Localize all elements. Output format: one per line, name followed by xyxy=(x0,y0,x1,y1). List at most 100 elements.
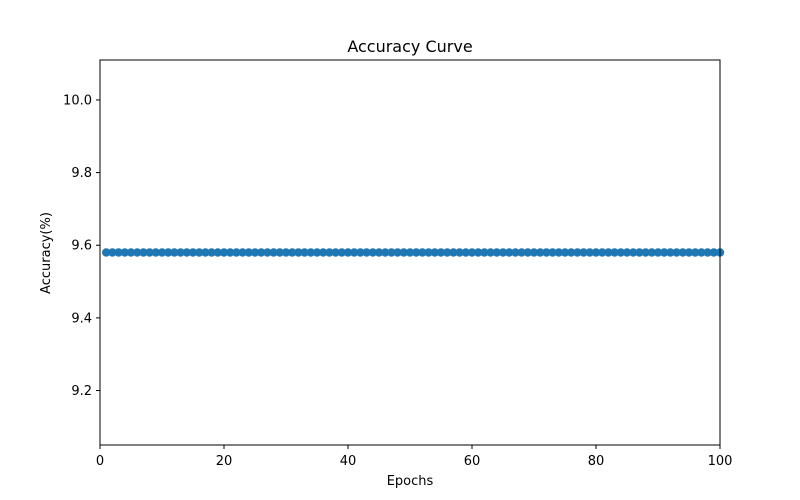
data-point xyxy=(139,248,148,257)
data-point xyxy=(331,248,340,257)
data-point xyxy=(337,248,346,257)
data-point xyxy=(151,248,160,257)
plot-frame xyxy=(99,59,721,446)
data-point xyxy=(405,248,415,257)
data-point xyxy=(188,248,198,257)
data-point xyxy=(126,248,136,257)
x-tick-label: 60 xyxy=(464,454,481,469)
data-point xyxy=(666,248,675,257)
data-point xyxy=(257,248,266,257)
data-point xyxy=(182,248,191,257)
data-point xyxy=(325,248,334,257)
data-point xyxy=(424,248,433,257)
data-point xyxy=(443,248,452,257)
data-point xyxy=(201,248,210,257)
data-point xyxy=(647,248,656,257)
data-point xyxy=(343,248,353,257)
y-tick-label: 9.8 xyxy=(71,166,92,181)
data-point xyxy=(554,248,563,257)
data-point xyxy=(467,248,477,257)
data-point xyxy=(598,248,607,257)
x-axis-label: Epochs xyxy=(387,474,434,489)
data-point xyxy=(622,248,632,257)
data-point xyxy=(703,248,712,257)
y-axis-ticks: 9.2 9.4 9.6 9.8 10.0 xyxy=(63,93,100,399)
data-point xyxy=(536,248,545,257)
data-point xyxy=(374,248,384,257)
data-point xyxy=(678,248,687,257)
data-point xyxy=(604,248,613,257)
data-point xyxy=(238,248,247,257)
data-point xyxy=(232,248,241,257)
data-point xyxy=(157,248,167,257)
data-point xyxy=(480,248,489,257)
data-point xyxy=(281,248,291,257)
data-point xyxy=(505,248,514,257)
data-point xyxy=(195,248,204,257)
data-point xyxy=(548,248,557,257)
data-point xyxy=(412,248,421,257)
data-point xyxy=(226,248,235,257)
data-point xyxy=(560,248,570,257)
data-point xyxy=(529,248,539,257)
data-point xyxy=(492,248,501,257)
data-point xyxy=(300,248,309,257)
data-point xyxy=(269,248,278,257)
data-point xyxy=(653,248,663,257)
data-point xyxy=(164,248,173,257)
data-point xyxy=(436,248,446,257)
data-point xyxy=(133,248,142,257)
data-point xyxy=(585,248,594,257)
x-axis-ticks: 0 20 40 60 80 100 xyxy=(96,445,732,469)
data-point xyxy=(294,248,303,257)
data-point xyxy=(523,248,532,257)
y-tick-label: 9.6 xyxy=(71,239,92,254)
data-point xyxy=(219,248,229,257)
data-point xyxy=(207,248,216,257)
data-point xyxy=(250,248,260,257)
data-point xyxy=(306,248,315,257)
data-point xyxy=(368,248,377,257)
data-point xyxy=(573,248,582,257)
data-point xyxy=(641,248,650,257)
data-point xyxy=(697,248,706,257)
data-point xyxy=(449,248,458,257)
data-point xyxy=(399,248,408,257)
data-point xyxy=(691,248,700,257)
data-point xyxy=(288,248,297,257)
data-point xyxy=(517,248,526,257)
data-point xyxy=(387,248,396,257)
x-tick-label: 0 xyxy=(96,454,104,469)
data-point xyxy=(145,248,154,257)
data-point xyxy=(319,248,328,257)
data-point xyxy=(610,248,619,257)
data-point xyxy=(455,248,464,257)
data-point xyxy=(616,248,625,257)
data-point xyxy=(381,248,390,257)
data-point xyxy=(108,248,117,257)
data-point xyxy=(114,248,123,257)
data-point xyxy=(350,248,359,257)
data-point xyxy=(393,248,402,257)
data-point xyxy=(684,248,694,257)
y-axis-label: Accuracy(%) xyxy=(39,212,54,294)
data-point xyxy=(498,248,508,257)
y-tick-label: 10.0 xyxy=(63,93,92,108)
data-point xyxy=(418,248,427,257)
data-point xyxy=(672,248,681,257)
data-point xyxy=(430,248,439,257)
chart-title: Accuracy Curve xyxy=(347,37,472,56)
data-point xyxy=(567,248,576,257)
data-point xyxy=(362,248,371,257)
data-point xyxy=(709,248,718,257)
data-point xyxy=(474,248,483,257)
data-point xyxy=(579,248,588,257)
data-point xyxy=(486,248,495,257)
x-tick-label: 20 xyxy=(216,454,233,469)
x-tick-label: 80 xyxy=(588,454,605,469)
data-point xyxy=(275,248,284,257)
data-point xyxy=(660,248,669,257)
y-tick-label: 9.2 xyxy=(71,384,92,399)
data-point xyxy=(629,248,638,257)
